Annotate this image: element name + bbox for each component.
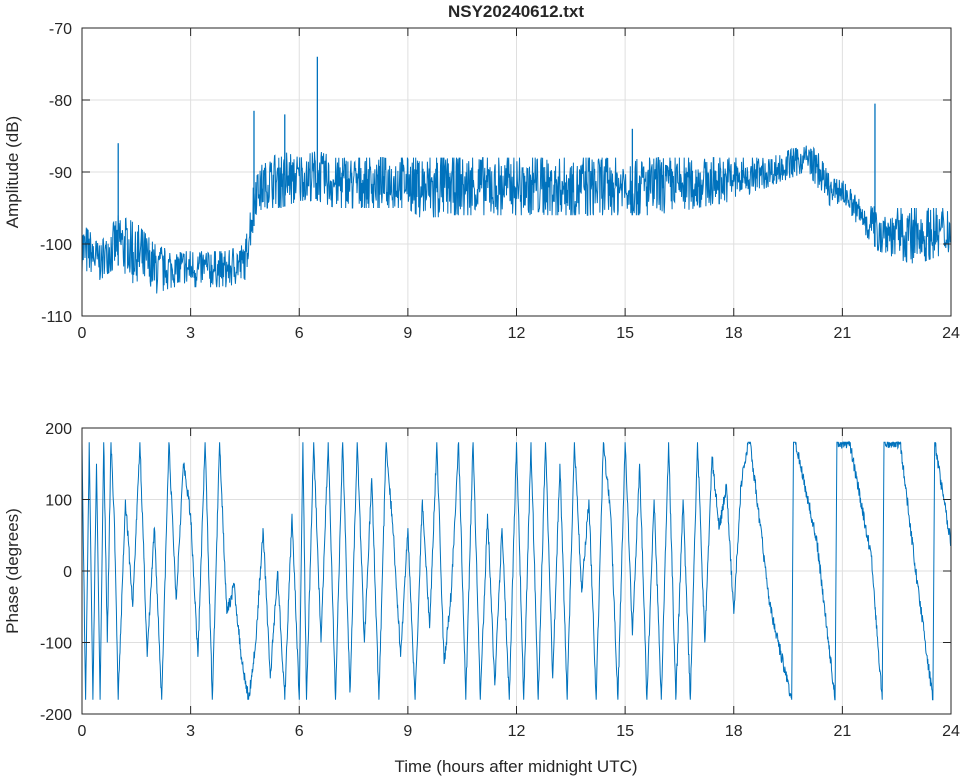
- phase-axes: 0 3 6 9 12 15 18 21 24 -200 -100 0 100 200: [40, 421, 960, 740]
- x-tick-label: 12: [508, 325, 526, 342]
- y-tick-label: 200: [45, 421, 72, 438]
- x-tick-label: 6: [295, 325, 304, 342]
- x-tick-label: 3: [186, 325, 195, 342]
- y-axis-label-phase: Phase (degrees): [3, 508, 22, 634]
- y-axis-label-amplitude: Amplitude (dB): [3, 116, 22, 228]
- x-tick-label: 9: [403, 723, 412, 740]
- y-tick-label: 0: [63, 564, 72, 581]
- x-tick-label: 24: [942, 325, 960, 342]
- x-tick-label: 0: [78, 723, 87, 740]
- phase-series-line: [82, 440, 951, 701]
- x-tick-label: 18: [725, 723, 743, 740]
- chart-title: NSY20240612.txt: [448, 2, 584, 21]
- y-tick-label: -70: [49, 21, 72, 38]
- x-tick-label: 12: [508, 723, 526, 740]
- amplitude-series-line: [82, 145, 951, 294]
- x-tick-label: 9: [403, 325, 412, 342]
- y-tick-label: 100: [45, 493, 72, 510]
- x-axis-label: Time (hours after midnight UTC): [394, 757, 637, 776]
- x-tick-label: 18: [725, 325, 743, 342]
- y-tick-label: -200: [40, 707, 72, 724]
- y-tick-label: -80: [49, 93, 72, 110]
- y-tick-label: -100: [40, 636, 72, 653]
- x-tick-label: 3: [186, 723, 195, 740]
- y-tick-label: -110: [41, 309, 72, 326]
- y-tick-label: -100: [40, 237, 72, 254]
- x-tick-label: 21: [833, 723, 851, 740]
- x-tick-label: 6: [295, 723, 304, 740]
- y-tick-label: -90: [49, 165, 72, 182]
- x-tick-label: 0: [78, 325, 87, 342]
- x-tick-label: 15: [616, 325, 634, 342]
- amplitude-axes: 0 3 6 9 12 15 18 21 24 -110 -100 -90 -80 -70: [40, 21, 960, 342]
- x-tick-label: 24: [942, 723, 960, 740]
- x-tick-label: 15: [616, 723, 634, 740]
- x-tick-label: 21: [833, 325, 851, 342]
